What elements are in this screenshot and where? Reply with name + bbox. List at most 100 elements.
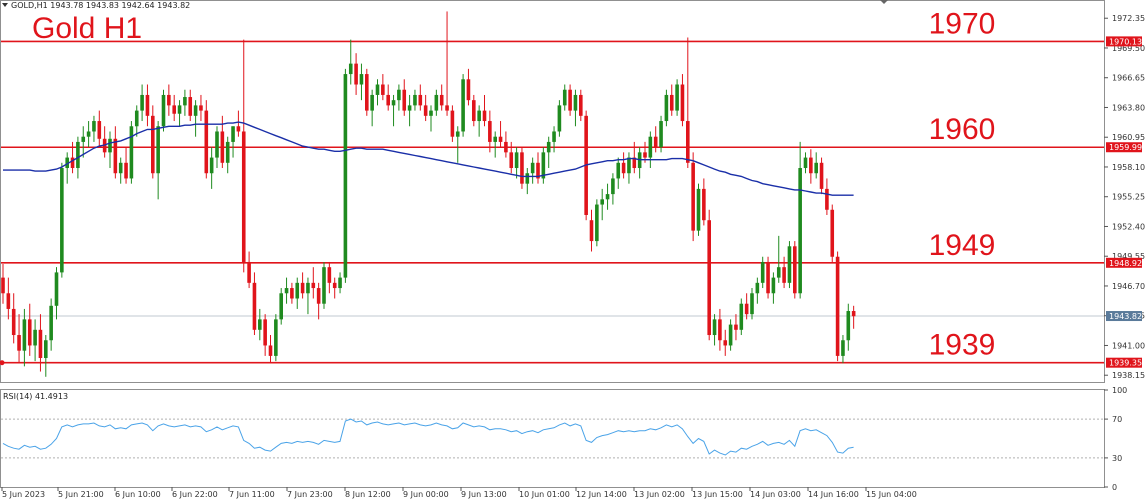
candle-body	[423, 105, 428, 116]
y-tick-label: 1955.25	[1112, 193, 1145, 202]
candle-body	[193, 105, 198, 116]
candle-body	[755, 282, 760, 294]
candle-body	[466, 79, 471, 101]
candle-body	[274, 319, 278, 356]
candle-body	[793, 246, 797, 294]
candle-body	[691, 162, 695, 231]
candle-body	[263, 319, 267, 346]
candle-body	[621, 162, 626, 174]
candle-body	[707, 220, 711, 336]
chart-title: Gold H1	[32, 12, 142, 45]
candle-body	[766, 261, 770, 294]
x-tick-label: 13 Jun 15:00	[692, 490, 743, 499]
level-price-tag-text: 1959.99	[1109, 143, 1142, 152]
candle-body	[568, 89, 572, 111]
level-price-tag	[1106, 142, 1142, 153]
candle-body	[375, 84, 380, 95]
candle-body	[134, 110, 139, 127]
candle-body	[728, 324, 733, 346]
rsi-layer: 100 70 30 0	[1, 386, 1127, 492]
price-tags-layer: 1970.13 1959.99 1948.92 1939.35 1943.82	[1106, 36, 1142, 368]
candle-body	[306, 282, 310, 294]
candle-body	[108, 138, 112, 153]
level-label: 1960	[929, 113, 996, 146]
candle-body	[172, 105, 176, 114]
candle-body	[439, 94, 444, 106]
candle-body	[498, 136, 503, 142]
symbol-header: GOLD,H1 1943.78 1943.83 1942.64 1943.82	[11, 1, 190, 10]
current-price-tag	[1106, 311, 1142, 322]
candle-body	[675, 84, 679, 111]
candles-layer	[1, 11, 856, 377]
candle-body	[541, 152, 546, 179]
y-tick-label: 1952.40	[1112, 222, 1145, 231]
candle-body	[841, 340, 845, 356]
candle-body	[151, 115, 155, 174]
candle-body	[49, 305, 53, 341]
x-tick-label: 7 Jun 11:00	[229, 490, 275, 499]
candle-body	[231, 126, 235, 142]
candle-body	[359, 74, 364, 85]
candle-body	[279, 293, 283, 320]
candle-body	[504, 141, 508, 153]
candle-body	[167, 94, 171, 106]
candle-body	[370, 94, 374, 111]
rsi-tick-label: 0	[1112, 483, 1117, 492]
candle-body	[455, 131, 460, 137]
rsi-tick-label: 30	[1112, 454, 1122, 463]
candle-body	[589, 220, 594, 242]
x-tick-label: 8 Jun 12:00	[345, 490, 391, 499]
candle-body	[220, 131, 225, 163]
candle-body	[798, 168, 802, 294]
candle-body	[418, 94, 423, 106]
candle-body	[327, 267, 332, 283]
candle-body	[188, 97, 193, 116]
candle-body	[295, 282, 300, 299]
level-label: 1949	[929, 229, 996, 262]
candle-body	[252, 282, 257, 330]
candle-body	[343, 74, 348, 278]
shift-marker-icon[interactable]	[880, 0, 888, 4]
x-tick-label: 12 Jun 14:00	[576, 490, 627, 499]
candle-body	[17, 335, 21, 351]
candle-body	[600, 199, 604, 205]
candle-body	[204, 110, 209, 174]
candle-body	[44, 340, 48, 358]
candle-body	[407, 105, 412, 111]
candle-body	[846, 311, 851, 341]
x-tick-label: 5 Jun 2023	[2, 490, 45, 499]
candle-body	[129, 126, 134, 179]
candle-body	[525, 173, 530, 184]
candle-body	[595, 204, 599, 242]
candle-body	[573, 94, 578, 111]
rsi-pane-frame	[0, 389, 1105, 488]
x-tick-label: 6 Jun 10:00	[115, 490, 161, 499]
candle-body	[348, 63, 353, 75]
level-price-tag	[1106, 357, 1142, 368]
candle-body	[552, 131, 556, 142]
candle-body	[145, 94, 150, 116]
candle-body	[81, 136, 86, 142]
candle-body	[739, 303, 744, 330]
candle-body	[830, 209, 835, 257]
candle-body	[648, 136, 653, 158]
candle-body	[825, 188, 829, 210]
level-label: 1939	[929, 329, 996, 362]
candle-body	[65, 157, 69, 169]
rsi-line	[2, 418, 854, 456]
level-price-tag-text: 1939.35	[1109, 359, 1142, 368]
moving-average-layer	[3, 121, 854, 196]
dropdown-triangle-icon[interactable]	[2, 3, 8, 7]
candle-body	[199, 105, 203, 111]
candle-body	[477, 110, 481, 122]
candle-body	[787, 246, 792, 283]
candle-body	[22, 319, 27, 351]
candle-body	[247, 261, 251, 283]
candle-body	[450, 110, 455, 137]
candle-body	[27, 319, 32, 346]
y-tick-label: 1949.55	[1112, 252, 1145, 261]
candle-body	[445, 105, 449, 111]
y-tick-label: 1966.65	[1112, 74, 1145, 83]
y-tick-label: 1941.00	[1112, 341, 1145, 350]
candle-body	[514, 152, 519, 169]
